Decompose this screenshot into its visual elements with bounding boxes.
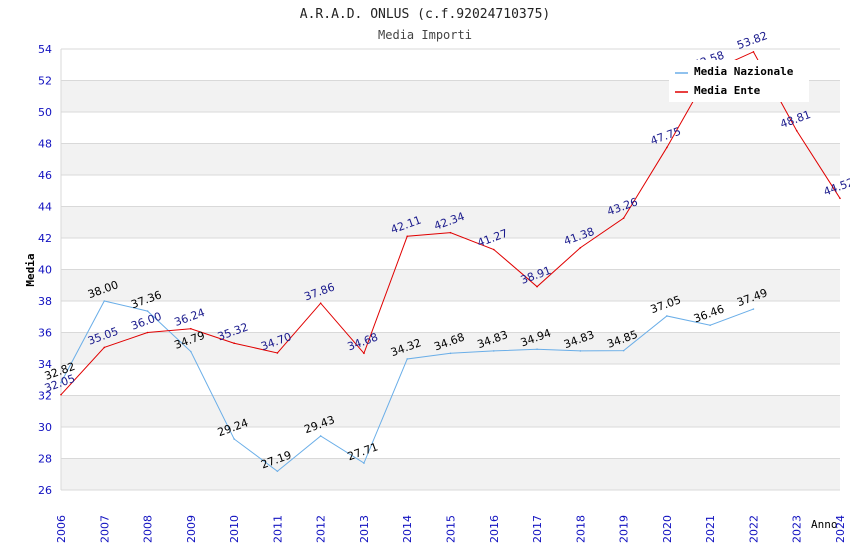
y-axis-ticks: 26 28 30 32 34 36 38 40 42 44 46 48 50 52 54	[38, 43, 52, 497]
x-tick-label: 2013	[358, 515, 371, 543]
data-point	[146, 310, 149, 312]
y-tick-label: 52	[38, 75, 52, 88]
data-point	[60, 393, 62, 396]
x-tick-label: 2016	[488, 515, 501, 543]
data-point	[795, 129, 798, 132]
chart-subtitle: Media Importi	[378, 28, 472, 42]
data-point	[752, 51, 755, 53]
x-tick-label: 2006	[55, 515, 68, 543]
x-tick-label: 2022	[747, 515, 760, 543]
data-point	[103, 346, 106, 349]
x-tick-label: 2015	[445, 515, 458, 543]
data-point	[666, 315, 668, 317]
data-point	[276, 352, 279, 354]
legend-label-media-nazionale: Media Nazionale	[694, 65, 794, 78]
data-label: 36.00	[129, 310, 163, 333]
data-label: 36.46	[692, 302, 726, 325]
data-point	[146, 331, 149, 334]
data-point	[103, 300, 106, 302]
data-point	[666, 146, 668, 149]
x-tick-label: 2017	[531, 515, 544, 543]
data-point	[709, 324, 711, 327]
data-point	[233, 342, 235, 345]
y-tick-label: 32	[38, 390, 52, 403]
data-point	[536, 348, 538, 350]
grid-band	[61, 332, 840, 364]
y-tick-label: 28	[38, 453, 52, 466]
y-tick-label: 50	[38, 106, 52, 119]
data-point	[363, 462, 365, 464]
grid-band	[61, 143, 840, 175]
data-label: 44.52	[822, 176, 850, 199]
data-point	[839, 197, 841, 200]
x-axis-ticks: 2006 2007 2008 2009 2010 2011 2012 2013 2014 2015…	[55, 515, 847, 543]
x-tick-label: 2011	[271, 515, 284, 543]
data-point	[622, 217, 625, 219]
x-tick-label: 2012	[315, 515, 328, 543]
x-tick-label: 2024	[834, 515, 847, 543]
data-point	[276, 470, 279, 473]
plot-background-bands	[61, 80, 840, 490]
data-point	[492, 350, 495, 352]
x-tick-label: 2023	[791, 515, 804, 543]
y-tick-label: 34	[38, 358, 52, 371]
grid-band	[61, 395, 840, 427]
data-point	[406, 358, 409, 360]
x-tick-label: 2008	[142, 515, 155, 543]
x-tick-label: 2018	[574, 515, 587, 543]
y-tick-label: 26	[38, 484, 52, 497]
data-point	[536, 285, 538, 288]
chart-title: A.R.A.D. ONLUS (c.f.92024710375)	[300, 7, 550, 22]
x-axis-label: Anno	[811, 518, 838, 531]
data-point	[319, 302, 322, 305]
data-point	[579, 246, 582, 249]
grid-band	[61, 269, 840, 301]
data-point	[492, 248, 495, 251]
x-tick-label: 2019	[618, 515, 631, 543]
data-point	[190, 327, 192, 330]
legend-box	[669, 60, 809, 102]
data-point	[60, 381, 62, 384]
data-label: 36.24	[173, 306, 207, 329]
data-point	[449, 231, 452, 234]
y-tick-label: 46	[38, 169, 52, 182]
y-tick-label: 30	[38, 421, 52, 434]
y-tick-label: 44	[38, 201, 52, 214]
data-point	[449, 352, 452, 355]
data-point	[752, 308, 755, 310]
legend-label-media-ente: Media Ente	[694, 84, 761, 97]
y-tick-label: 48	[38, 138, 52, 151]
y-tick-label: 40	[38, 264, 52, 277]
y-tick-label: 42	[38, 232, 52, 245]
grid-band	[61, 458, 840, 490]
x-tick-label: 2009	[185, 515, 198, 543]
legend: Media Nazionale Media Ente	[669, 60, 809, 102]
y-tick-label: 36	[38, 327, 52, 340]
x-tick-label: 2010	[228, 515, 241, 543]
data-point	[622, 349, 625, 352]
y-tick-label: 38	[38, 295, 52, 308]
x-tick-label: 2021	[704, 515, 717, 543]
data-point	[363, 352, 365, 355]
y-tick-label: 54	[38, 43, 52, 56]
x-tick-label: 2020	[661, 515, 674, 543]
data-point	[319, 435, 322, 437]
data-point	[406, 235, 409, 238]
data-point	[190, 350, 192, 353]
x-tick-label: 2014	[401, 515, 414, 543]
data-point	[233, 438, 235, 440]
y-axis-label: Media	[24, 253, 37, 286]
data-point	[579, 350, 582, 352]
series-line-media-nazionale	[60, 300, 754, 472]
x-tick-label: 2007	[98, 515, 111, 543]
